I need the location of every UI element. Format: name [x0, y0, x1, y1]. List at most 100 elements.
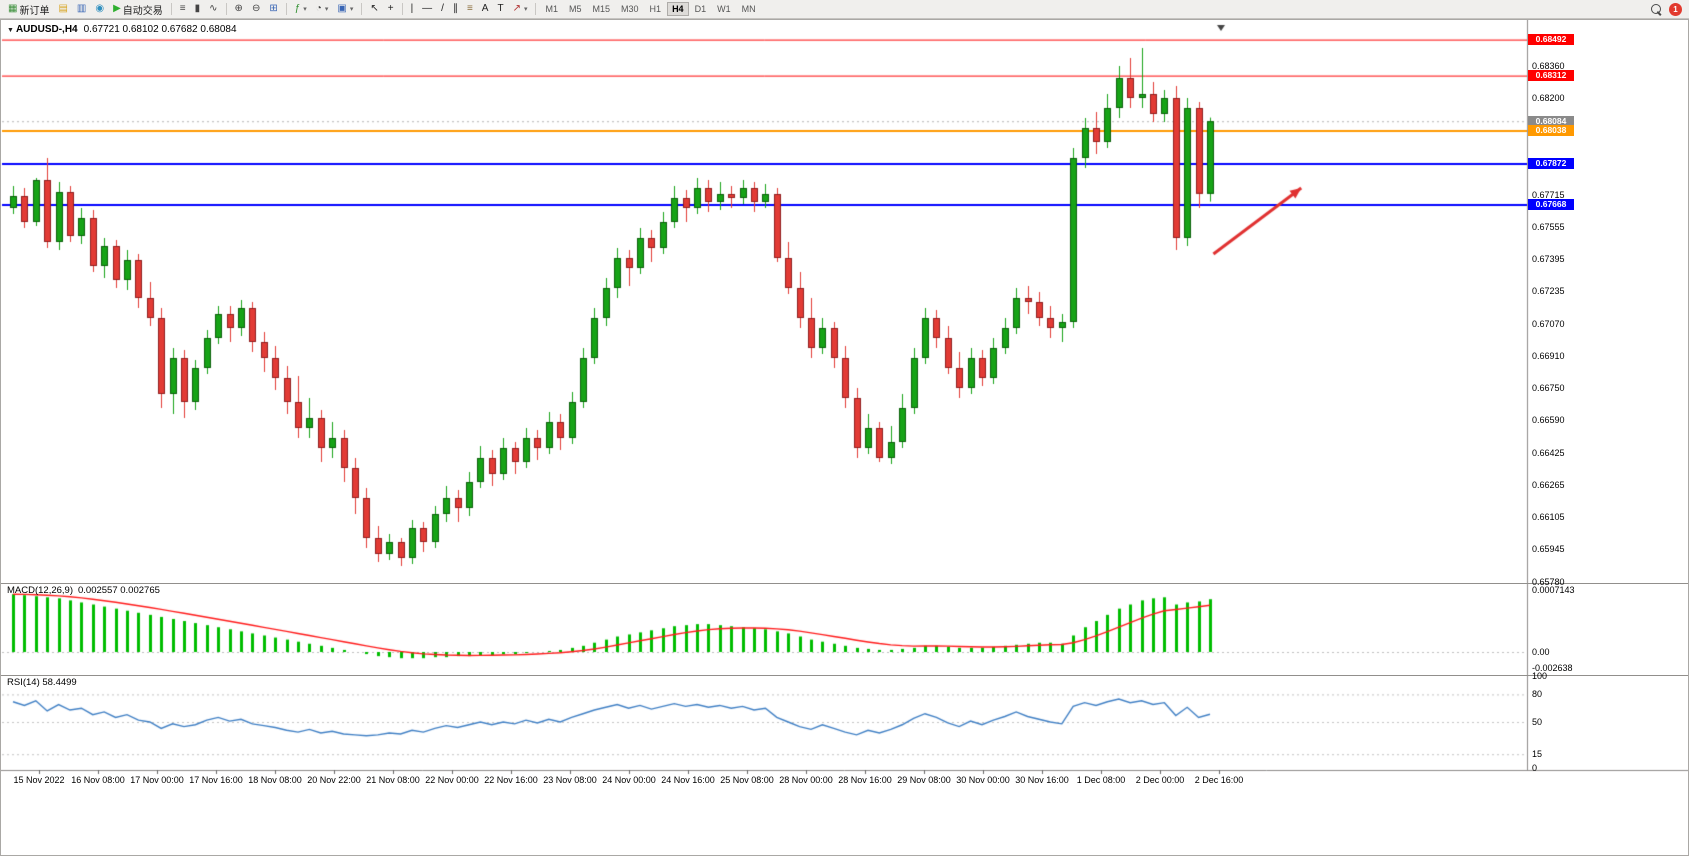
price-axis-label: 0.65945	[1532, 544, 1565, 554]
bar-chart-button[interactable]: ≡	[176, 1, 190, 17]
hline-price-tag: 0.68312	[1528, 70, 1574, 82]
timeframe-m15-button[interactable]: M15	[588, 2, 616, 16]
channel-button[interactable]: ∥	[449, 1, 462, 17]
dropdown-arrow-icon: ▾	[303, 6, 307, 13]
horizontal-line-icon: —	[422, 3, 433, 14]
price-axis-label: 0.66105	[1532, 512, 1565, 522]
time-axis-label[interactable]: 28 Nov 16:00	[838, 775, 892, 785]
pane-separator[interactable]	[1, 583, 1688, 584]
timeframe-m5-button[interactable]: M5	[564, 2, 587, 16]
dropdown-arrow-icon: ▾	[349, 6, 354, 13]
time-axis-label[interactable]: 20 Nov 22:00	[307, 775, 361, 785]
candlestick-chart-canvas[interactable]	[1, 20, 1688, 855]
search-icon	[1651, 4, 1661, 14]
notification-badge[interactable]: 1	[1669, 2, 1682, 16]
timeframe-m30-button[interactable]: M30	[616, 2, 644, 16]
time-axis-label[interactable]: 22 Nov 16:00	[484, 775, 538, 785]
time-axis-label[interactable]: 22 Nov 00:00	[425, 775, 479, 785]
toolbar-separator	[361, 3, 363, 15]
cursor-icon: ↖	[370, 3, 379, 14]
hline-price-tag: 0.68038	[1528, 124, 1574, 136]
zoom-out-button[interactable]: ⊖	[248, 1, 264, 17]
vertical-line-icon: |	[410, 3, 414, 14]
toolbar-buttons: ▦ 新订单 ▤ ▥ ◉ ▶ 自动交易 ≡ ▮ ∿ ⊕ ⊖ ⊞ ƒ ▾ ◔ ▾ ▣ ▾ ↖ + | — / ∥ ≡ A T ↗ ▾	[4, 1, 539, 17]
candlestick-chart-button[interactable]: ▮	[191, 1, 205, 17]
time-axis-label[interactable]: 15 Nov 2022	[13, 775, 65, 785]
time-axis-label[interactable]: 21 Nov 08:00	[366, 775, 420, 785]
macd-axis-label: -0.002638	[1532, 663, 1573, 673]
crosshair-icon: +	[387, 3, 394, 14]
time-axis-label[interactable]: 17 Nov 00:00	[130, 775, 184, 785]
time-axis-label[interactable]: 30 Nov 16:00	[1015, 775, 1069, 785]
time-axis-label[interactable]: 23 Nov 08:00	[543, 775, 597, 785]
time-axis-label[interactable]: 2 Dec 00:00	[1135, 775, 1185, 785]
symbol-dropdown-icon[interactable]: ▼	[7, 27, 14, 34]
toolbar-separator	[535, 3, 537, 15]
time-axis-label[interactable]: 24 Nov 16:00	[661, 775, 715, 785]
channel-icon: ∥	[452, 3, 458, 14]
cursor-button[interactable]: ↖	[366, 1, 382, 17]
price-axis-label: 0.68200	[1532, 93, 1565, 103]
vertical-line-button[interactable]: |	[407, 1, 418, 17]
time-axis-label[interactable]: 29 Nov 08:00	[897, 775, 951, 785]
price-axis-label: 0.67715	[1532, 190, 1565, 200]
time-axis-label[interactable]: 16 Nov 08:00	[71, 775, 125, 785]
pane-separator[interactable]	[1, 675, 1688, 676]
time-axis-label[interactable]: 17 Nov 16:00	[189, 775, 243, 785]
new-order-button[interactable]: ▦ 新订单	[4, 1, 53, 17]
crosshair-button[interactable]: +	[384, 1, 398, 17]
timeframe-w1-button[interactable]: W1	[712, 2, 736, 16]
chart-profile-button[interactable]: ▤	[54, 1, 71, 17]
macd-name: MACD(12,26,9)	[7, 585, 73, 596]
templates-icon: ▣	[337, 3, 347, 14]
price-axis-label: 0.66590	[1532, 415, 1565, 425]
line-chart-icon: ∿	[209, 3, 218, 14]
timeframe-h4-button[interactable]: H4	[667, 2, 689, 16]
indicators-button[interactable]: ƒ ▾	[291, 1, 311, 17]
text-button[interactable]: A	[478, 1, 493, 17]
autotrading-icon: ▶	[113, 3, 121, 14]
price-axis-label: 0.66265	[1532, 480, 1565, 490]
candlestick-chart-icon: ▮	[194, 3, 201, 14]
market-watch-button[interactable]: ▥	[73, 1, 90, 17]
indicators-icon: ƒ	[294, 3, 301, 14]
time-axis-label[interactable]: 1 Dec 08:00	[1076, 775, 1126, 785]
timeframe-m1-button[interactable]: M1	[540, 2, 563, 16]
time-axis-label[interactable]: 18 Nov 08:00	[248, 775, 302, 785]
current-price-tag: 0.68084	[1528, 115, 1574, 127]
fibonacci-button[interactable]: ≡	[463, 1, 477, 17]
label-button[interactable]: T	[493, 1, 507, 17]
timeframe-h1-button[interactable]: H1	[645, 2, 667, 16]
time-axis-label[interactable]: 28 Nov 00:00	[779, 775, 833, 785]
autotrading-button-label: 自动交易	[122, 5, 163, 17]
autotrading-button[interactable]: ▶ 自动交易	[109, 1, 167, 17]
text-icon: A	[481, 3, 489, 14]
trendline-button[interactable]: /	[437, 1, 448, 17]
time-axis-label[interactable]: 30 Nov 00:00	[956, 775, 1010, 785]
chart-profile-icon: ▤	[58, 3, 68, 14]
price-axis-label: 0.66910	[1532, 351, 1565, 361]
templates-button[interactable]: ▣ ▾	[333, 1, 357, 17]
time-axis-label[interactable]: 24 Nov 00:00	[602, 775, 656, 785]
chart-ohlc-values: 0.67721 0.68102 0.67682 0.68084	[83, 24, 237, 35]
periods-button[interactable]: ◔ ▾	[312, 1, 333, 17]
line-chart-button[interactable]: ∿	[205, 1, 221, 17]
time-axis-label[interactable]: 25 Nov 08:00	[720, 775, 774, 785]
tile-windows-button[interactable]: ⊞	[265, 1, 281, 17]
zoom-in-button[interactable]: ⊕	[231, 1, 247, 17]
time-axis-label[interactable]: 2 Dec 16:00	[1194, 775, 1244, 785]
dropdown-arrow-icon: ▾	[523, 6, 528, 13]
price-axis-label: 0.68360	[1532, 61, 1565, 71]
navigator-button[interactable]: ◉	[91, 1, 108, 17]
macd-axis-label: 0.00	[1532, 647, 1550, 657]
timeframe-mn-button[interactable]: MN	[737, 2, 761, 16]
timeframe-d1-button[interactable]: D1	[690, 2, 712, 16]
macd-axis-label: 0.0007143	[1532, 585, 1575, 595]
toolbar: ▦ 新订单 ▤ ▥ ◉ ▶ 自动交易 ≡ ▮ ∿ ⊕ ⊖ ⊞ ƒ ▾ ◔ ▾ ▣ ▾ ↖ + | — / ∥ ≡ A T ↗ ▾ M1 M5…	[0, 0, 1689, 19]
arrows-button[interactable]: ↗ ▾	[509, 1, 532, 17]
price-axis-label: 0.67070	[1532, 319, 1565, 329]
search-button[interactable]	[1647, 1, 1665, 17]
horizontal-line-button[interactable]: —	[418, 1, 436, 17]
tile-windows-icon: ⊞	[269, 3, 278, 14]
